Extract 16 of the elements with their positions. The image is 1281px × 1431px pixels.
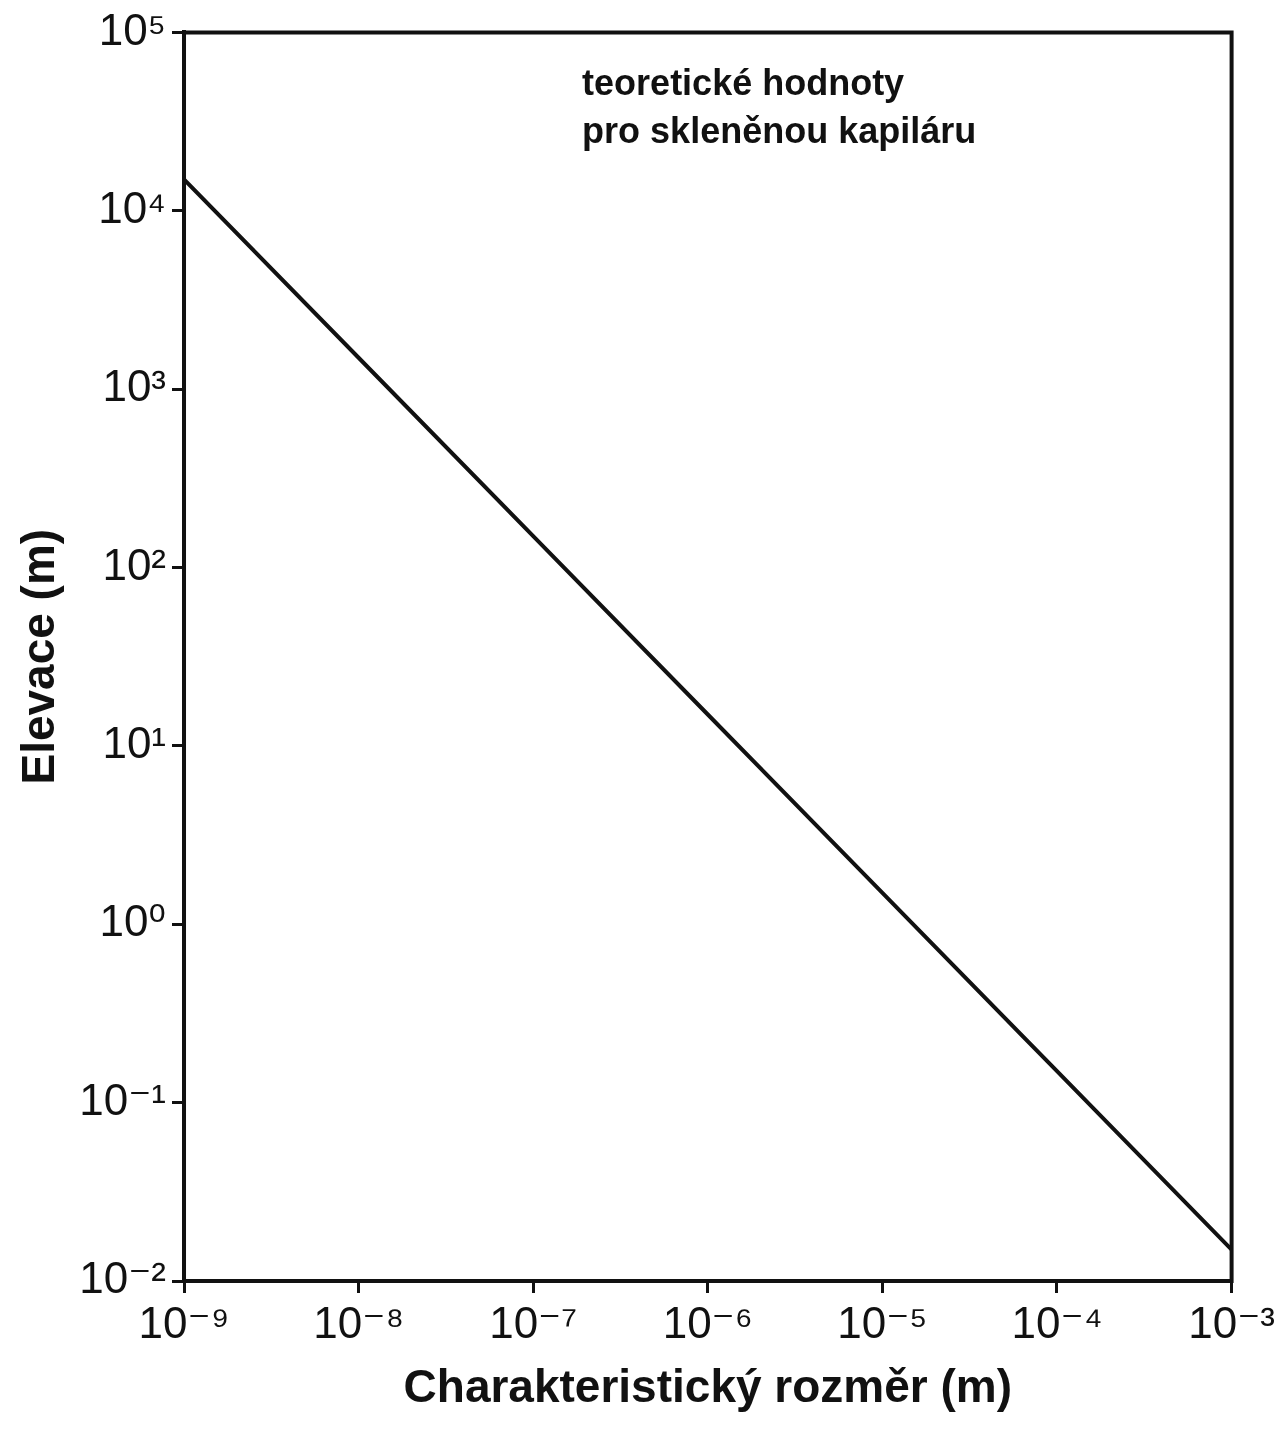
x-tick-label: 10⁻³	[1188, 1297, 1275, 1347]
x-tick-label: 10⁻⁸	[313, 1297, 404, 1347]
y-tick-label: 10¹	[102, 718, 167, 768]
x-tick-label: 10⁻⁶	[662, 1297, 753, 1347]
y-tick-label: 10²	[102, 539, 167, 589]
x-axis-title: Charakteristický rozměr (m)	[403, 1360, 1013, 1413]
x-tick-label: 10⁻⁵	[837, 1297, 928, 1347]
y-tick-label: 10⁴	[98, 182, 167, 232]
y-tick-label: 10⁰	[99, 896, 167, 946]
annotation: teoretické hodnoty pro skleněnou kapiláru	[582, 62, 977, 152]
y-tick-label: 10⁵	[98, 4, 167, 54]
y-tick-label: 10⁻¹	[79, 1074, 167, 1124]
x-tick-label: 10⁻⁷	[489, 1297, 578, 1347]
x-tick-label: 10⁻⁴	[1011, 1297, 1103, 1347]
y-axis-title: Elevace (m)	[12, 528, 65, 785]
y-tick-label: 10³	[102, 361, 167, 411]
